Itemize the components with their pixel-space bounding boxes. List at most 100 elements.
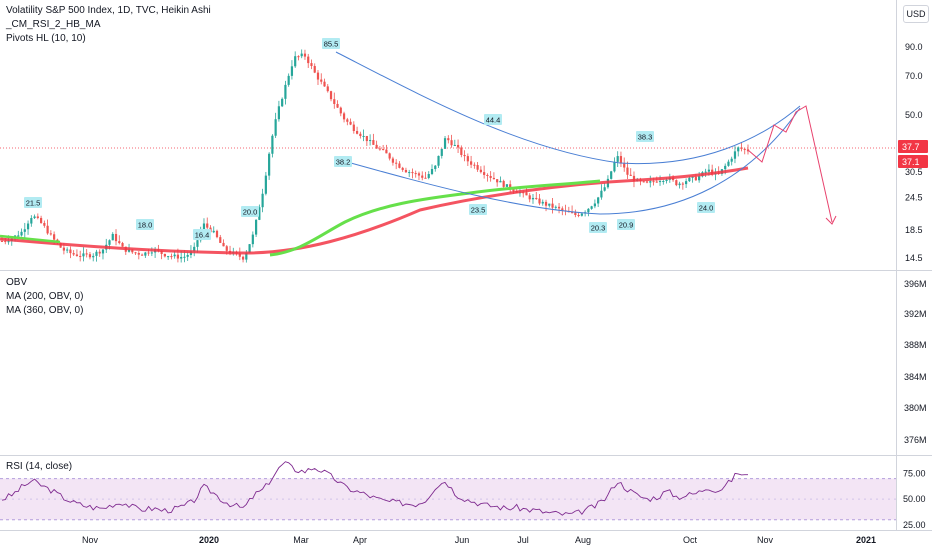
candle-body (531, 197, 535, 200)
indicator-legend-cm-rsi[interactable]: _CM_RSI_2_HB_MA (6, 19, 101, 30)
candle-body (245, 252, 248, 260)
candle-body (489, 176, 492, 178)
price-tick-label: 18.5 (905, 225, 923, 235)
pivot-label: 20.3 (591, 224, 606, 233)
currency-button[interactable]: USD (903, 5, 929, 23)
indicator-legend-pivots[interactable]: Pivots HL (10, 10) (6, 33, 86, 44)
pivot-label: 20.0 (243, 208, 258, 217)
candle-body (196, 240, 199, 247)
price-axis[interactable]: 14.5 18.5 24.5 30.5 50.0 70.0 90.0 37.7 37.1 (898, 42, 928, 263)
pivot-label: 16.4 (195, 231, 210, 240)
pivot-badge (193, 229, 211, 240)
candle-body (186, 254, 189, 257)
candle-body (206, 223, 209, 228)
indicator-legend-obv[interactable]: OBV (6, 277, 28, 288)
candle-body (114, 233, 118, 242)
candle-body (724, 165, 727, 170)
candle-body (352, 124, 355, 131)
candle-body (385, 149, 388, 154)
pivot-badge (636, 131, 654, 142)
candle-body (730, 158, 733, 162)
candle-body (297, 56, 300, 58)
time-tick-label: 2020 (199, 535, 219, 545)
candle-body (39, 217, 43, 223)
candle-body (160, 250, 163, 254)
candle-body (180, 257, 183, 259)
price-tick-label: 50.0 (905, 110, 923, 120)
candle-body (98, 251, 101, 254)
pivot-badge (136, 219, 154, 230)
candle-body (610, 171, 613, 179)
obv-tick-label: 392M (904, 309, 927, 319)
candle-body (108, 240, 111, 245)
candle-body (144, 252, 147, 256)
time-axis[interactable]: Nov 2020 Mar Apr Jun Jul Aug Oct Nov 2021 (82, 535, 876, 545)
candle-body (727, 161, 730, 166)
candle-body (320, 79, 323, 82)
candle-body (137, 252, 140, 255)
trendline-drawings[interactable] (335, 51, 837, 225)
candle-body (541, 201, 544, 204)
candle-body (375, 144, 378, 149)
candle-body (303, 53, 307, 57)
pivot-label: 21.5 (26, 199, 41, 208)
price-tick-label: 70.0 (905, 71, 923, 81)
candle-body (225, 246, 228, 251)
candle-body (362, 135, 365, 137)
candle-body (355, 130, 359, 134)
candle-body (649, 181, 652, 183)
time-tick-label: Nov (82, 535, 99, 545)
candle-body (69, 249, 72, 254)
candle-body (281, 98, 284, 107)
candle-body (417, 173, 421, 176)
indicator-legend-ma-200[interactable]: MA (200, OBV, 0) (6, 291, 84, 302)
candle-body (212, 230, 215, 233)
current-price-badge (898, 155, 928, 168)
candle-body (150, 252, 153, 254)
candle-body (62, 247, 65, 251)
candle-body (427, 174, 430, 178)
candle-body (629, 174, 632, 176)
candle-body (512, 189, 515, 192)
indicator-legend-ma-360[interactable]: MA (360, OBV, 0) (6, 305, 84, 316)
candle-body (460, 147, 463, 155)
candle-body (26, 223, 30, 230)
candle-body (447, 138, 450, 141)
candle-body (20, 231, 23, 236)
price-tick-label: 14.5 (905, 253, 923, 263)
candle-body (365, 135, 368, 142)
candle-body (4, 241, 7, 243)
candle-body (248, 244, 251, 253)
candle-body (483, 172, 486, 175)
candle-body (570, 212, 574, 214)
candle-body (551, 203, 554, 208)
candle-body (101, 249, 105, 254)
candle-body (372, 140, 375, 145)
candle-body (557, 206, 561, 209)
symbol-title[interactable]: Volatility S&P 500 Index, 1D, TVC, Heiki… (6, 5, 211, 16)
candle-body (430, 169, 434, 175)
candle-body (339, 107, 342, 114)
candle-body (613, 161, 616, 172)
candle-body (222, 242, 225, 247)
candle-body (685, 181, 688, 185)
candle-body (626, 167, 629, 175)
pivot-badge (484, 114, 502, 125)
candle-body (740, 147, 743, 149)
rsi-line (1, 461, 748, 516)
obv-tick-label: 380M (904, 403, 927, 413)
candle-body (202, 223, 206, 232)
candle-body (561, 208, 564, 211)
candle-body (284, 84, 287, 99)
obv-axis[interactable]: 396M 392M 388M 384M 380M 376M (904, 279, 927, 445)
indicator-legend-rsi[interactable]: RSI (14, close) (6, 461, 73, 472)
candle-body (675, 180, 678, 186)
candle-body (7, 241, 10, 243)
candle-body (43, 222, 46, 226)
candle-body (453, 144, 456, 146)
pivot-badge (24, 197, 42, 208)
price-tick-label: 30.5 (905, 167, 923, 177)
candle-body (215, 230, 219, 238)
candlestick-series (0, 49, 750, 263)
